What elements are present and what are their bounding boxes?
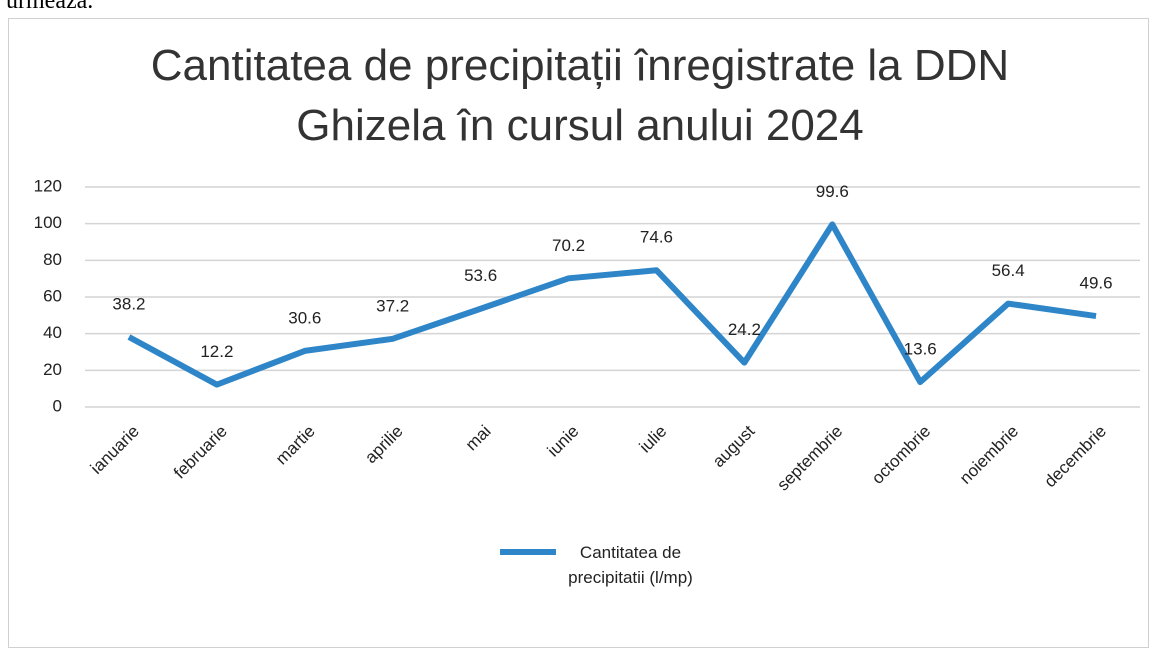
x-tick-label: ianuarie xyxy=(87,422,143,478)
data-label: 49.6 xyxy=(1079,274,1112,293)
data-label: 38.2 xyxy=(112,294,145,313)
data-label: 74.6 xyxy=(640,228,673,247)
x-tick-label: iunie xyxy=(544,422,583,461)
x-tick-label: februarie xyxy=(170,422,231,483)
data-label: 70.2 xyxy=(552,236,585,255)
x-tick-label: mai xyxy=(462,422,495,455)
x-tick-label: noiembrie xyxy=(956,422,1022,488)
legend-label: Cantitatea de precipitatii (l/mp) xyxy=(568,543,693,587)
x-tick-label: octombrie xyxy=(868,422,934,488)
y-tick-label: 60 xyxy=(43,286,62,305)
series-line xyxy=(127,221,1097,388)
x-tick-label: septembrie xyxy=(773,422,846,495)
y-tick-label: 100 xyxy=(34,213,62,232)
data-label: 24.2 xyxy=(728,320,761,339)
x-tick-label: aprilie xyxy=(361,422,407,468)
data-label: 99.6 xyxy=(816,182,849,201)
y-tick-label: 80 xyxy=(43,250,62,269)
y-tick-label: 20 xyxy=(43,360,62,379)
x-tick-label: martie xyxy=(272,422,319,469)
x-tick-label: iulie xyxy=(636,422,671,457)
data-label: 30.6 xyxy=(288,308,321,327)
data-label: 53.6 xyxy=(464,266,497,285)
page-text: urmează. xyxy=(6,0,94,14)
data-label: 37.2 xyxy=(376,296,409,315)
y-tick-label: 120 xyxy=(34,176,62,195)
data-label: 56.4 xyxy=(992,261,1025,280)
chart-title: Cantitatea de precipitații înregistrate … xyxy=(150,41,1010,150)
x-tick-label: decembrie xyxy=(1040,422,1110,492)
data-label: 12.2 xyxy=(200,342,233,361)
x-tick-label: august xyxy=(709,421,759,471)
y-tick-label: 40 xyxy=(43,323,62,342)
data-label: 13.6 xyxy=(904,340,937,359)
y-tick-label: 0 xyxy=(53,396,62,415)
